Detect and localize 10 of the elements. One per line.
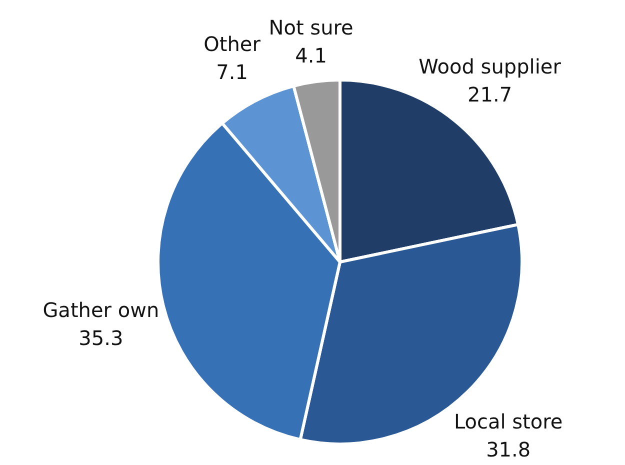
slice-label: Not sure [268, 16, 354, 40]
data-label: 4.1 [295, 44, 327, 68]
data-label: 7.1 [216, 60, 248, 84]
slice-label: Other [204, 32, 262, 56]
slice-label: Wood supplier [418, 54, 562, 78]
slice-label: Gather own [42, 298, 160, 322]
data-label: 35.3 [78, 326, 124, 350]
data-label: 21.7 [468, 82, 512, 106]
slice-label: Local store [454, 409, 563, 434]
data-label: 31.8 [486, 437, 531, 462]
